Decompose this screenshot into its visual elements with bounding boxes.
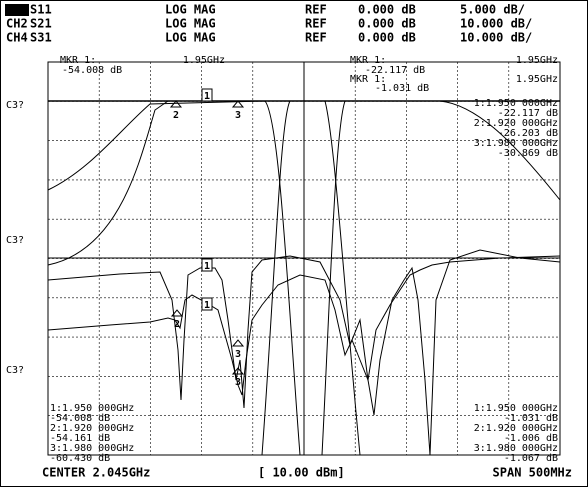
marker-list-entry: 2:1.920 000GHz	[474, 423, 558, 434]
marker-list-entry: -22.117 dB	[498, 108, 558, 119]
readout-label: MKR 1:	[60, 55, 96, 66]
marker-list-entry: 1:1.950 000GHz	[474, 403, 558, 414]
channel-label: C3?	[6, 235, 24, 246]
channel-ref-label: REF	[305, 31, 327, 45]
channel-label: C3?	[6, 365, 24, 376]
readout-label: MKR 1:	[350, 55, 386, 66]
marker-number: 1	[204, 91, 210, 102]
marker-number: 1	[204, 300, 210, 311]
marker-triangle	[231, 100, 245, 108]
marker-number: 2	[173, 110, 179, 121]
marker-list-entry: -54.161 dB	[50, 433, 110, 444]
channel-format: LOG MAG	[165, 31, 216, 45]
annotations: MKR 1:-54.008 dB1.95GHz MKR 1:-22.117 dB1…	[6, 55, 572, 480]
marker-box	[201, 88, 213, 102]
readout-label: MKR 1:	[350, 74, 386, 85]
channel-ref: 0.000 dB	[358, 17, 416, 31]
marker-list-entry: 1:1.950 000GHz	[50, 403, 134, 414]
marker-number: 2	[174, 319, 180, 330]
marker-number: 3	[235, 377, 241, 388]
readout-freq: 1.95GHz	[516, 55, 558, 66]
marker-triangle	[170, 309, 184, 317]
channel-param: S21	[30, 17, 52, 31]
channel-id: CH2	[6, 17, 28, 31]
marker-triangle	[231, 367, 245, 375]
traces	[47, 100, 561, 456]
marker-number: 3	[235, 349, 241, 360]
channel-id: CH1	[6, 3, 28, 17]
trace	[47, 100, 169, 266]
footer-center: CENTER 2.045GHz	[42, 466, 150, 480]
marker-list-entry: -1.031 dB	[504, 413, 558, 424]
marker-list-entry: -1.067 dB	[504, 453, 558, 464]
channel-label: C3?	[6, 100, 24, 111]
footer-power: [ 10.00 dBm]	[258, 466, 345, 480]
channel-scale: 10.000 dB/	[460, 17, 532, 31]
channel-ref: 0.000 dB	[358, 31, 416, 45]
marker-list-entry: -30.869 dB	[498, 148, 558, 159]
marker-triangle	[169, 100, 183, 108]
header: CH1 S11 LOG MAG REF 0.000 dB 5.000 dB/CH2 S21 L…	[5, 3, 532, 45]
readout-freq: 1.95GHz	[183, 55, 225, 66]
marker-list-entry: 1:1.950 000GHz	[474, 98, 558, 109]
channel-ref-label: REF	[305, 17, 327, 31]
channel-id: CH4	[6, 31, 28, 45]
marker-tags: 1 2 3 1 1 2 3 3	[169, 88, 245, 388]
marker-list-entry: 3:1.980 000GHz	[50, 443, 134, 454]
marker-list-entry: 3:1.980 000GHz	[474, 138, 558, 149]
marker-triangle	[231, 339, 245, 347]
readout-value: -22.117 dB	[365, 65, 425, 76]
trace	[47, 249, 561, 456]
channel-format: LOG MAG	[165, 3, 216, 17]
marker-list-entry: 3:1.980 000GHz	[474, 443, 558, 454]
trace	[261, 100, 361, 456]
marker-box	[201, 297, 213, 311]
channel-param: S31	[30, 31, 52, 45]
marker-list-entry: -26.203 dB	[498, 128, 558, 139]
trace	[47, 100, 301, 456]
marker-number: 1	[204, 261, 210, 272]
marker-list-entry: 2:1.920 000GHz	[474, 118, 558, 129]
channel-ref: 0.000 dB	[358, 3, 416, 17]
channel-scale: 10.000 dB/	[460, 31, 532, 45]
marker-list-entry: 2:1.920 000GHz	[50, 423, 134, 434]
trace	[321, 100, 561, 456]
channel-ref-label: REF	[305, 3, 327, 17]
marker-list-entry: -60.430 dB	[50, 453, 110, 464]
channel-param: S11	[30, 3, 52, 17]
marker-list-entry: -1.006 dB	[504, 433, 558, 444]
readout-freq: 1.95GHz	[516, 74, 558, 85]
marker-list-entry: -54.008 dB	[50, 413, 110, 424]
marker-box	[201, 258, 213, 272]
trace	[47, 255, 561, 396]
footer-span: SPAN 500MHz	[493, 466, 572, 480]
marker-number: 3	[235, 110, 241, 121]
readout-value: -1.031 dB	[375, 83, 429, 94]
channel-scale: 5.000 dB/	[460, 3, 525, 17]
channel-format: LOG MAG	[165, 17, 216, 31]
readout-value: -54.008 dB	[62, 65, 122, 76]
active-channel	[5, 4, 29, 16]
